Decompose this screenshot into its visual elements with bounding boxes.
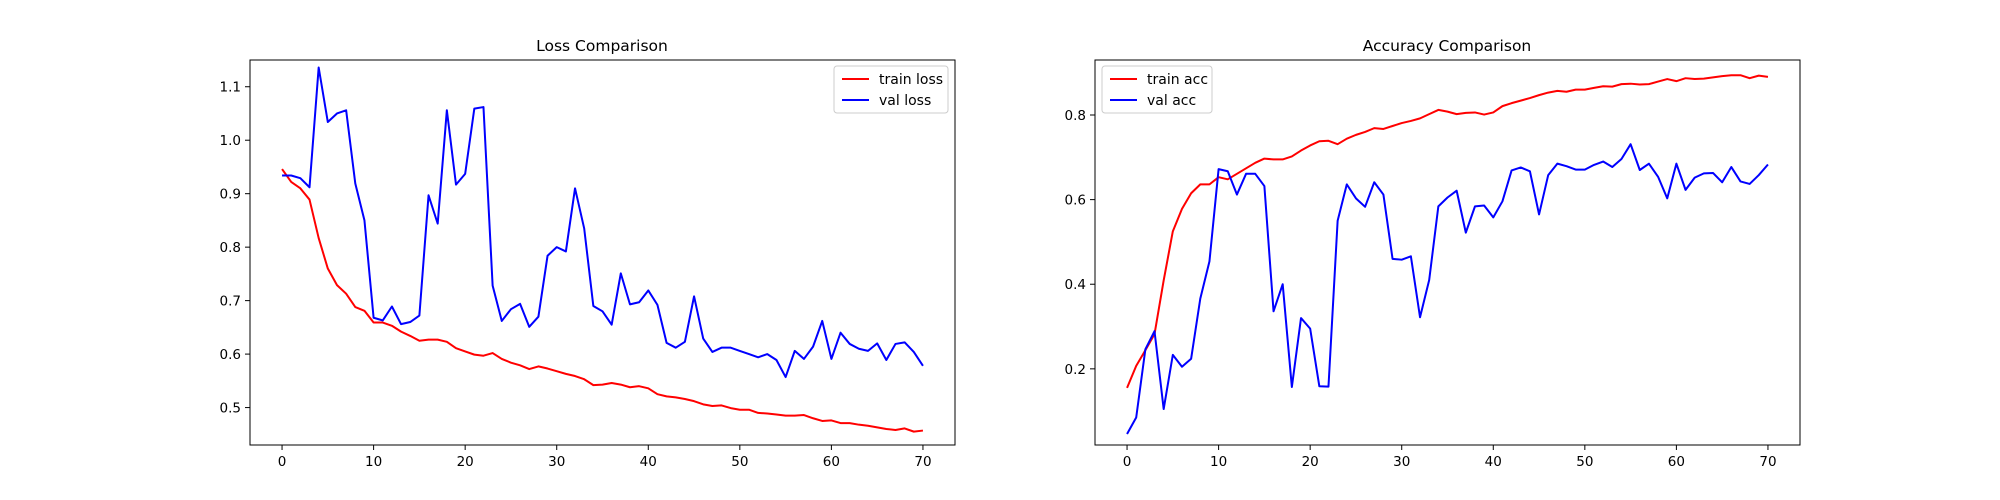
legend-box	[1101, 65, 1213, 114]
loss-xtick-label: 10	[365, 454, 382, 470]
accuracy-chart-legend: train acc val acc	[1101, 65, 1213, 114]
accuracy-chart: Accuracy Comparison 0 10 20 30 40 50 60 70 0.2 0.…	[1065, 37, 1801, 470]
accuracy-xtick-label: 40	[1485, 454, 1502, 470]
loss-chart-plot-area	[281, 66, 924, 433]
loss-ytick-label: 0.8	[220, 240, 241, 256]
legend-label-val-loss: val loss	[879, 93, 931, 109]
accuracy-xtick-label: 30	[1393, 454, 1410, 470]
accuracy-chart-plot-area	[1126, 74, 1769, 435]
accuracy-ytick-label: 0.4	[1065, 277, 1086, 293]
accuracy-series-train-acc	[1126, 74, 1769, 389]
loss-xtick-label: 20	[457, 454, 474, 470]
loss-ytick-label: 0.9	[220, 187, 241, 203]
accuracy-chart-title: Accuracy Comparison	[1363, 37, 1532, 55]
accuracy-series-val-acc	[1126, 143, 1769, 435]
legend-box	[833, 65, 949, 114]
loss-xtick-label: 60	[823, 454, 840, 470]
loss-xtick-label: 50	[731, 454, 748, 470]
accuracy-xtick-label: 70	[1759, 454, 1776, 470]
loss-chart-frame	[249, 59, 956, 446]
loss-chart: Loss Comparison 0 10 20 30 40 50 60 70 0.5 0.6 0.7…	[220, 37, 956, 470]
accuracy-xtick-label: 0	[1123, 454, 1132, 470]
legend-label-val-acc: val acc	[1147, 93, 1196, 109]
loss-series-val-loss	[282, 66, 924, 379]
loss-xtick-label: 30	[548, 454, 565, 470]
loss-series-train-loss	[281, 168, 924, 433]
accuracy-xtick-label: 20	[1302, 454, 1319, 470]
loss-chart-ticks: 0 10 20 30 40 50 60 70 0.5 0.6 0.7 0.8 0.9 1.0 1.1	[220, 80, 932, 470]
accuracy-chart-ticks: 0 10 20 30 40 50 60 70 0.2 0.4 0.6 0.8	[1065, 108, 1777, 470]
loss-ytick-label: 0.5	[220, 401, 241, 417]
accuracy-ytick-label: 0.8	[1065, 108, 1086, 124]
accuracy-ytick-label: 0.2	[1065, 362, 1086, 378]
loss-xtick-label: 0	[278, 454, 287, 470]
loss-ytick-label: 0.7	[220, 294, 241, 310]
accuracy-chart-frame	[1094, 59, 1801, 446]
loss-ytick-label: 1.1	[220, 80, 241, 96]
loss-xtick-label: 70	[914, 454, 931, 470]
loss-ytick-label: 1.0	[220, 133, 241, 149]
loss-xtick-label: 40	[640, 454, 657, 470]
accuracy-xtick-label: 10	[1210, 454, 1227, 470]
accuracy-ytick-label: 0.6	[1065, 193, 1086, 209]
loss-chart-title: Loss Comparison	[536, 37, 668, 55]
loss-chart-legend: train loss val loss	[833, 65, 949, 114]
legend-label-train-loss: train loss	[879, 72, 943, 88]
accuracy-xtick-label: 60	[1668, 454, 1685, 470]
legend-label-train-acc: train acc	[1147, 72, 1208, 88]
loss-ytick-label: 0.6	[220, 347, 241, 363]
accuracy-xtick-label: 50	[1576, 454, 1593, 470]
